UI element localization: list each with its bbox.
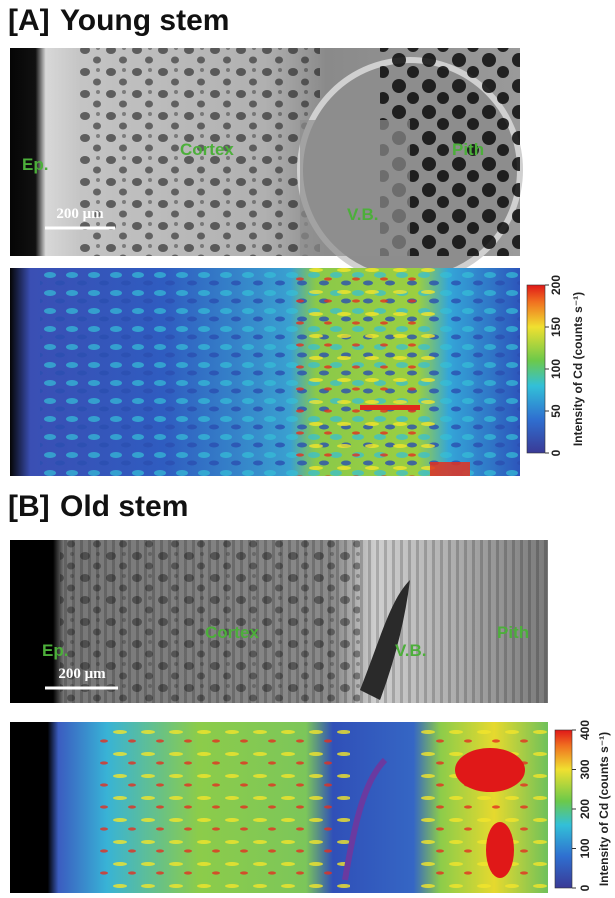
colorbar-tick-label: 300 xyxy=(578,759,592,779)
colorbar-tick-label: 50 xyxy=(549,404,563,418)
panel-title: Young stem xyxy=(60,4,229,37)
colorbar-tick-label: 200 xyxy=(549,275,563,295)
tissue-label: Cortex xyxy=(205,623,259,642)
tissue-label: Ep. xyxy=(42,641,68,660)
colorbar-tick-label: 100 xyxy=(578,838,592,858)
colorbar-tick-label: 100 xyxy=(549,359,563,379)
colorbar-tick-label: 400 xyxy=(578,720,592,740)
colorbar-label: Intensity of Cd (counts s⁻¹) xyxy=(571,292,585,446)
tissue-label: Pith xyxy=(497,623,529,642)
figure: [A] Young stem Ep. Cortex V.B. Pith 200 μm 0 50 1… xyxy=(0,0,615,898)
panel-label: [A] xyxy=(8,4,50,37)
scale-bar-label: 200 μm xyxy=(58,666,106,682)
colorbar-tick-label: 0 xyxy=(578,884,592,891)
tissue-label: V.B. xyxy=(395,641,427,660)
colorbar-b xyxy=(555,730,572,888)
panel-label: [B] xyxy=(8,490,50,523)
tissue-label: Ep. xyxy=(22,155,48,174)
colorbar-tick-label: 0 xyxy=(549,449,563,456)
heatmap-b xyxy=(10,722,548,893)
scale-bar-label: 200 μm xyxy=(56,206,104,222)
colorbar-a xyxy=(527,285,545,453)
micrograph-a xyxy=(10,48,520,280)
tissue-label: Pith xyxy=(452,140,484,159)
panel-title: Old stem xyxy=(60,490,188,523)
heatmap-a xyxy=(10,268,520,476)
colorbar-label: Intensity of Cd (counts s⁻¹) xyxy=(597,732,611,886)
colorbar-tick-label: 200 xyxy=(578,799,592,819)
tissue-label: Cortex xyxy=(180,140,234,159)
tissue-label: V.B. xyxy=(347,205,379,224)
colorbar-tick-label: 150 xyxy=(549,317,563,337)
